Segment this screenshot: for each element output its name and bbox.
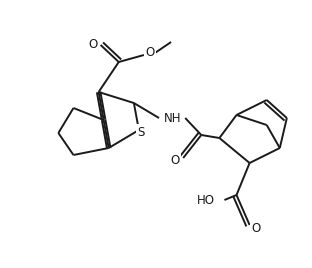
Text: O: O: [251, 222, 260, 236]
Text: O: O: [88, 39, 97, 51]
Text: NH: NH: [164, 111, 182, 125]
Text: S: S: [137, 125, 144, 139]
Text: HO: HO: [197, 193, 215, 207]
Text: O: O: [170, 154, 180, 168]
Text: O: O: [145, 47, 154, 59]
